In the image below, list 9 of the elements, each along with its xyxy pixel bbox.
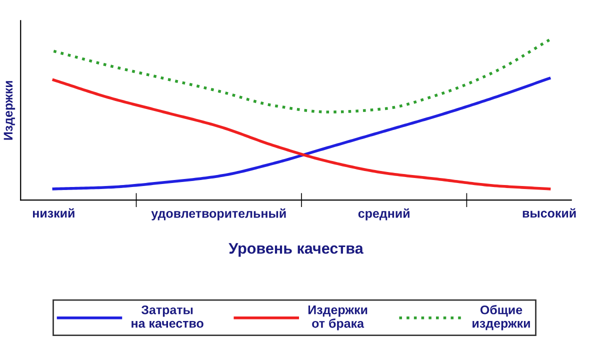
x-tick-label: высокий	[522, 208, 576, 218]
legend-label: Издержки от брака	[308, 306, 368, 330]
x-tick-label: низкий	[32, 208, 74, 218]
y-axis-title: Издержки	[4, 81, 16, 140]
x-tick-label: удовлетворительный	[151, 208, 286, 220]
legend-label: Затраты на качество	[132, 305, 204, 328]
x-tick-label: средний	[358, 208, 410, 220]
x-axis-title: Уровень качества	[228, 243, 364, 257]
legend-label: Общие издержки	[472, 305, 530, 330]
